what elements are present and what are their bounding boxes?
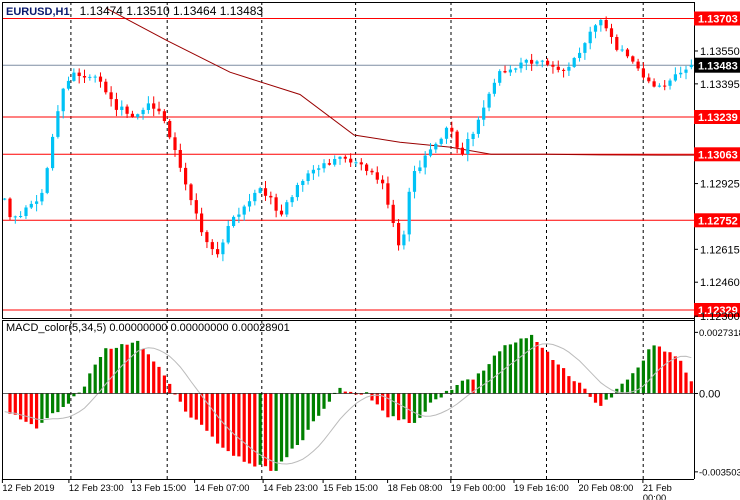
svg-text:1.12752: 1.12752 — [698, 215, 738, 227]
svg-text:0.0027318: 0.0027318 — [699, 328, 740, 339]
svg-text:1.13483: 1.13483 — [698, 60, 738, 72]
svg-text:1.12460: 1.12460 — [700, 277, 740, 289]
svg-text:0.00: 0.00 — [699, 388, 720, 400]
svg-text:1.12300: 1.12300 — [700, 311, 740, 323]
svg-text:1.12925: 1.12925 — [700, 179, 740, 191]
svg-text:1.13063: 1.13063 — [698, 149, 738, 161]
svg-text:1.13239: 1.13239 — [698, 112, 738, 124]
svg-text:1.13550: 1.13550 — [700, 46, 740, 58]
svg-text:1.13703: 1.13703 — [698, 14, 738, 26]
svg-text:1.12615: 1.12615 — [700, 244, 740, 256]
svg-text:1.13395: 1.13395 — [700, 79, 740, 91]
svg-text:-0.003503: -0.003503 — [699, 468, 740, 479]
